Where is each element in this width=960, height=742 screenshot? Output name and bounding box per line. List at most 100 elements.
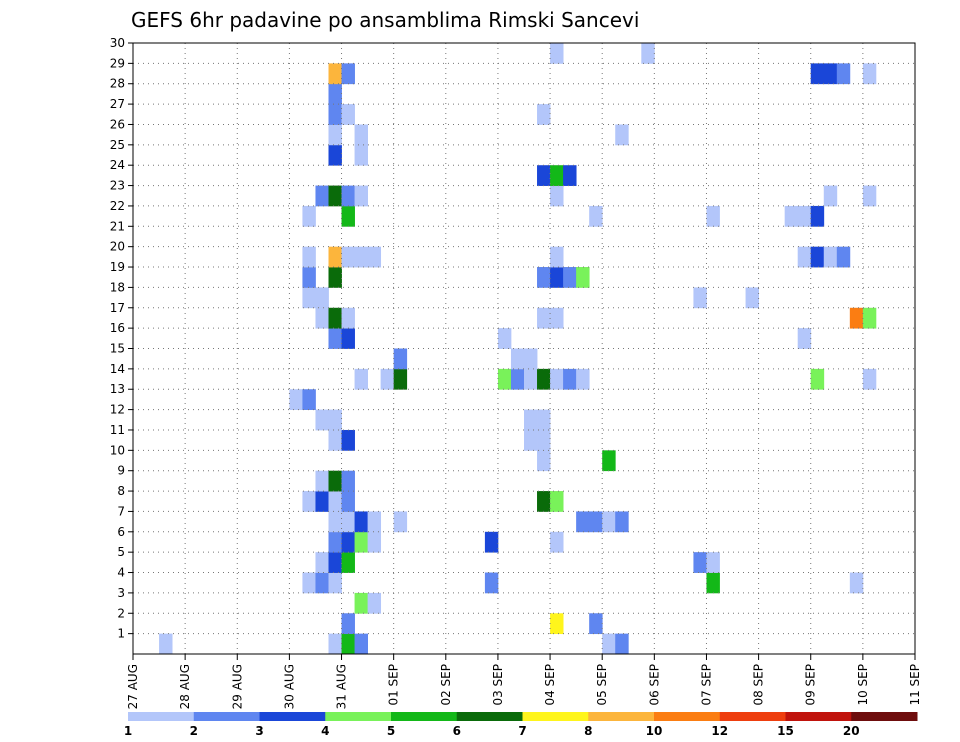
y-tick-label: 25 <box>110 138 125 152</box>
precip-cell <box>354 144 368 166</box>
precip-cell <box>328 104 342 125</box>
y-tick-label: 29 <box>110 56 125 70</box>
precip-cell <box>328 470 342 492</box>
precip-cell <box>341 552 355 573</box>
precip-cell <box>537 491 551 512</box>
precip-cell <box>589 511 603 533</box>
precip-cell <box>550 246 564 268</box>
precip-cell <box>302 572 316 594</box>
precip-cell <box>537 409 551 431</box>
precip-cell <box>354 531 368 553</box>
precip-cell <box>510 348 525 370</box>
precip-cell <box>393 348 408 370</box>
precip-cell <box>810 63 825 85</box>
precip-cell <box>315 470 329 492</box>
y-tick-label: 17 <box>110 301 125 315</box>
x-tick-label: 04 SEP <box>543 664 557 706</box>
colorbar-label: 20 <box>843 724 860 738</box>
precip-cell <box>589 613 603 635</box>
y-tick-label: 27 <box>110 97 125 111</box>
precip-cell <box>524 409 538 431</box>
y-tick-label: 26 <box>110 117 125 131</box>
precip-cell <box>745 287 759 309</box>
precip-cell <box>341 511 355 533</box>
precip-cell <box>849 307 864 329</box>
colorbar-swatch <box>654 712 721 721</box>
precip-cell <box>602 633 616 655</box>
y-tick-label: 16 <box>110 321 125 335</box>
y-tick-label: 14 <box>110 362 125 376</box>
y-tick-label: 28 <box>110 77 125 91</box>
colorbar-swatch <box>193 712 260 721</box>
colorbar-swatch <box>259 712 326 721</box>
precip-cell <box>328 572 342 594</box>
precip-cell <box>836 246 851 268</box>
precip-cell <box>563 267 577 288</box>
y-tick-label: 24 <box>110 158 125 172</box>
colorbar-swatch <box>851 712 918 721</box>
precip-cell <box>328 124 342 146</box>
precip-cell <box>693 552 707 573</box>
precip-cell <box>602 450 616 472</box>
precip-cell <box>484 531 499 553</box>
y-tick-label: 13 <box>110 382 125 396</box>
precip-cell <box>836 63 851 85</box>
precip-cell <box>615 124 629 146</box>
precip-cell <box>550 368 564 390</box>
y-axis: 1234567891011121314151617181920212223242… <box>110 36 133 641</box>
precip-cell <box>576 267 590 288</box>
x-tick-label: 08 SEP <box>752 664 766 706</box>
precip-cell <box>341 328 355 349</box>
precip-cell <box>341 470 355 492</box>
precip-cell <box>328 328 342 349</box>
precip-cell <box>328 531 342 553</box>
precip-cell <box>862 63 877 85</box>
colorbar-label: 1 <box>124 724 132 738</box>
x-tick-label: 06 SEP <box>647 664 661 706</box>
y-tick-label: 8 <box>117 484 125 498</box>
precip-cell <box>341 531 355 553</box>
precip-cell <box>289 389 303 410</box>
precip-cell <box>315 491 329 512</box>
precip-cell <box>576 511 590 533</box>
precip-cell <box>328 511 342 533</box>
precip-cell <box>393 511 408 533</box>
precip-cell <box>537 267 551 288</box>
x-tick-label: 30 AUG <box>282 664 296 709</box>
y-tick-label: 4 <box>117 566 125 580</box>
x-tick-label: 27 AUG <box>126 664 140 709</box>
colorbar-swatch <box>522 712 589 721</box>
precip-cell <box>328 185 342 207</box>
colorbar-label: 2 <box>190 724 198 738</box>
x-tick-label: 10 SEP <box>856 664 870 706</box>
precip-cell <box>367 531 382 553</box>
precip-cell <box>341 633 355 655</box>
precip-cell <box>341 307 355 329</box>
y-tick-label: 20 <box>110 240 125 254</box>
precip-cell <box>341 429 355 451</box>
precip-cell <box>563 368 577 390</box>
precip-cell <box>354 633 368 655</box>
precip-cell <box>341 185 355 207</box>
colorbar-label: 10 <box>646 724 663 738</box>
precip-cell <box>328 633 342 655</box>
colorbar-legend: 1 2 3 4 5 6 7 8 10 12 15 20 <box>124 712 918 738</box>
precip-cell <box>862 185 877 207</box>
precip-cell <box>328 491 342 512</box>
colorbar-swatch <box>325 712 392 721</box>
precip-cell <box>367 511 382 533</box>
y-tick-label: 30 <box>110 36 125 50</box>
precip-cell <box>315 307 329 329</box>
colorbar-swatch <box>719 712 786 721</box>
precip-cell <box>537 429 551 451</box>
precip-cell <box>823 246 838 268</box>
precip-cell <box>602 511 616 533</box>
precip-cell <box>849 572 864 594</box>
y-tick-label: 19 <box>110 260 125 274</box>
precip-cell <box>784 205 799 227</box>
x-tick-label: 28 AUG <box>178 664 192 709</box>
precip-cell <box>328 429 342 451</box>
precip-cell <box>302 287 316 309</box>
colorbar-label: 7 <box>518 724 526 738</box>
precip-cell <box>797 328 812 349</box>
